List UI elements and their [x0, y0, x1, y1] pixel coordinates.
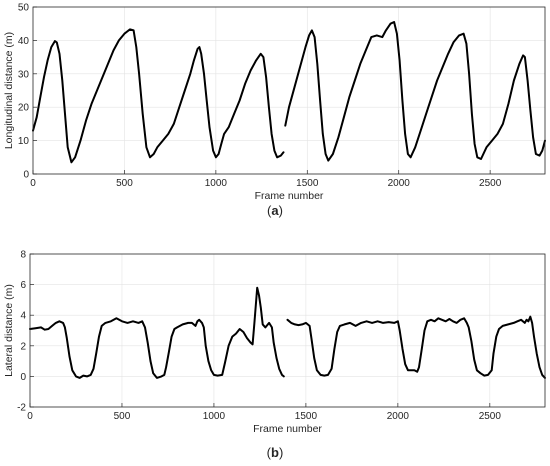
- axes-frame: [29, 253, 546, 408]
- lateral-distance-line: [29, 286, 546, 379]
- y-tick-label: 8: [20, 250, 26, 261]
- y-tick-label: 30: [18, 69, 30, 80]
- panel-caption: (a): [267, 203, 283, 218]
- x-tick-label: 2000: [387, 411, 410, 422]
- y-tick-label: -2: [17, 403, 26, 414]
- panel-a-longitudinal-chart: 0 500 1000 1500 2000 2500 0 10 20 30 40 50 Frame nu…: [3, 3, 546, 218]
- y-axis-label: Lateral distance (m): [3, 284, 15, 377]
- y-tick-label: 4: [20, 311, 26, 322]
- y-axis-label: Longitudinal distance (m): [3, 32, 15, 149]
- x-tick-label: 2500: [479, 178, 502, 189]
- x-tick-label: 500: [114, 411, 131, 422]
- x-tick-label: 1500: [296, 178, 319, 189]
- x-tick-label: 1500: [295, 411, 318, 422]
- panel-caption: (b): [267, 445, 284, 460]
- y-tick-label: 20: [18, 103, 30, 114]
- longitudinal-distance-line: [32, 21, 546, 164]
- y-tick-label: 0: [20, 372, 26, 383]
- x-tick-label: 0: [30, 178, 36, 189]
- y-tick-label: 50: [18, 3, 30, 14]
- x-tick-label: 2500: [479, 411, 502, 422]
- x-axis-label: Frame number: [255, 190, 324, 202]
- y-tick-label: 10: [18, 136, 30, 147]
- axes-frame: [32, 6, 546, 175]
- x-tick-label: 500: [116, 178, 133, 189]
- y-tick-label: 2: [20, 341, 26, 352]
- y-tick-label: 0: [23, 170, 29, 181]
- y-tick-label: 40: [18, 36, 30, 47]
- y-tick-label: 6: [20, 280, 26, 291]
- x-tick-label: 2000: [388, 178, 411, 189]
- x-tick-label: 0: [27, 411, 33, 422]
- x-tick-label: 1000: [203, 411, 226, 422]
- x-tick-label: 1000: [205, 178, 228, 189]
- x-axis-label: Frame number: [253, 423, 322, 435]
